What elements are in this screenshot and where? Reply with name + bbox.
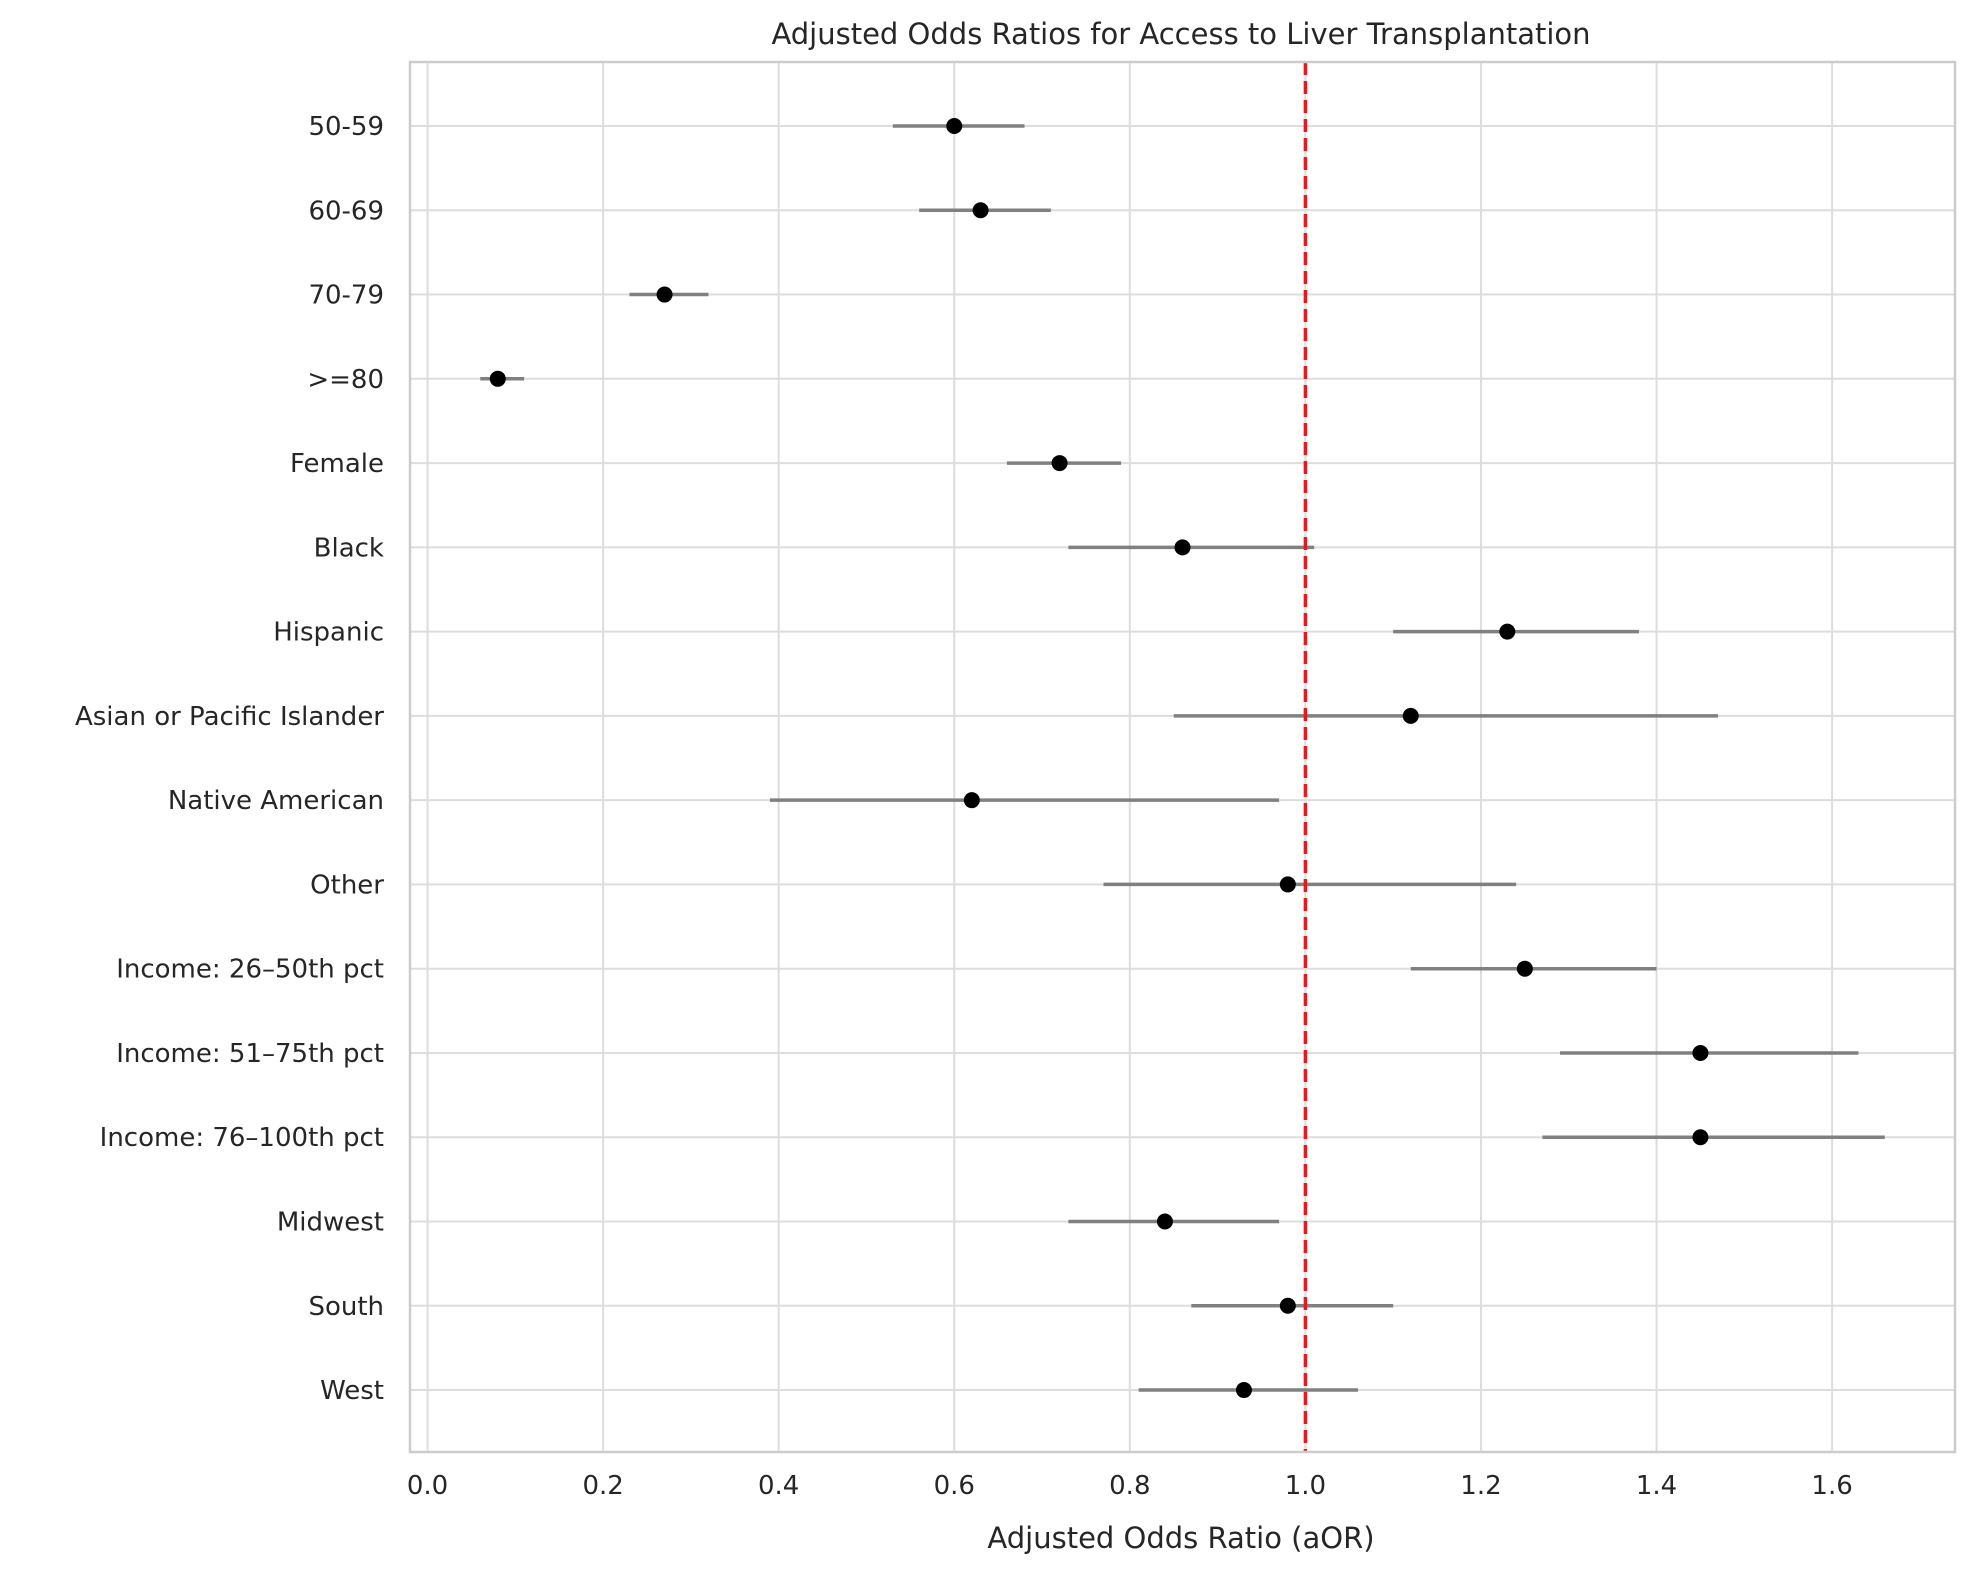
y-tick-label: Midwest — [277, 1208, 384, 1238]
y-tick-label: 60-69 — [308, 196, 384, 226]
x-tick-labels: 0.0 0.2 0.4 0.6 0.8 1.0 1.2 1.4 1.6 — [407, 1471, 1853, 1501]
point-estimate — [1235, 1382, 1252, 1399]
y-tick-label: Income: 76–100th pct — [100, 1123, 384, 1153]
point-estimate — [1174, 539, 1191, 556]
point-estimate — [1692, 1044, 1709, 1061]
point-estimate — [963, 792, 980, 809]
y-tick-label: 50-59 — [308, 112, 384, 142]
y-tick-label: West — [320, 1376, 384, 1406]
x-tick-label: 0.0 — [407, 1471, 448, 1501]
y-tick-label: Hispanic — [273, 618, 384, 648]
x-tick-label: 1.4 — [1636, 1471, 1677, 1501]
point-estimate — [1051, 455, 1068, 472]
point-estimate — [1499, 623, 1516, 640]
point-estimate — [1692, 1129, 1709, 1146]
point-estimate — [656, 286, 673, 303]
y-tick-label: Other — [310, 870, 384, 900]
x-tick-label: 1.0 — [1285, 1471, 1326, 1501]
x-tick-label: 0.2 — [582, 1471, 623, 1501]
x-axis-label: Adjusted Odds Ratio (aOR) — [987, 1521, 1374, 1555]
y-tick-label: Native American — [168, 786, 384, 816]
plot-frame — [408, 60, 1957, 1454]
y-tick-label: Female — [290, 449, 384, 479]
y-tick-label: South — [308, 1292, 384, 1322]
y-tick-label: >=80 — [307, 365, 384, 395]
y-tick-label: Black — [314, 533, 384, 563]
point-estimate — [1156, 1213, 1173, 1230]
grid-layer — [410, 62, 1955, 1452]
point-estimate — [1402, 707, 1419, 724]
y-tick-label: Income: 51–75th pct — [116, 1039, 384, 1069]
chart-title: Adjusted Odds Ratios for Access to Liver… — [771, 17, 1590, 51]
point-estimate — [1516, 960, 1533, 977]
y-tick-label: Asian or Pacific Islander — [75, 702, 384, 732]
confidence-interval-layer — [480, 124, 1885, 1392]
point-estimate — [489, 370, 506, 387]
point-estimate-layer — [489, 118, 1709, 1399]
point-estimate — [972, 202, 989, 219]
point-estimate — [946, 118, 963, 134]
point-estimate — [1279, 876, 1296, 893]
x-tick-label: 0.4 — [758, 1471, 799, 1501]
y-tick-label: Income: 26–50th pct — [116, 955, 384, 985]
point-estimate — [1279, 1297, 1296, 1314]
x-tick-label: 0.6 — [934, 1471, 975, 1501]
x-tick-label: 0.8 — [1109, 1471, 1150, 1501]
y-tick-label: 70-79 — [308, 281, 384, 311]
y-tick-labels: 50-59 60-69 70-79 >=80 Female Black Hispanic As… — [75, 112, 384, 1406]
x-tick-label: 1.6 — [1811, 1471, 1852, 1501]
x-tick-label: 1.2 — [1460, 1471, 1501, 1501]
